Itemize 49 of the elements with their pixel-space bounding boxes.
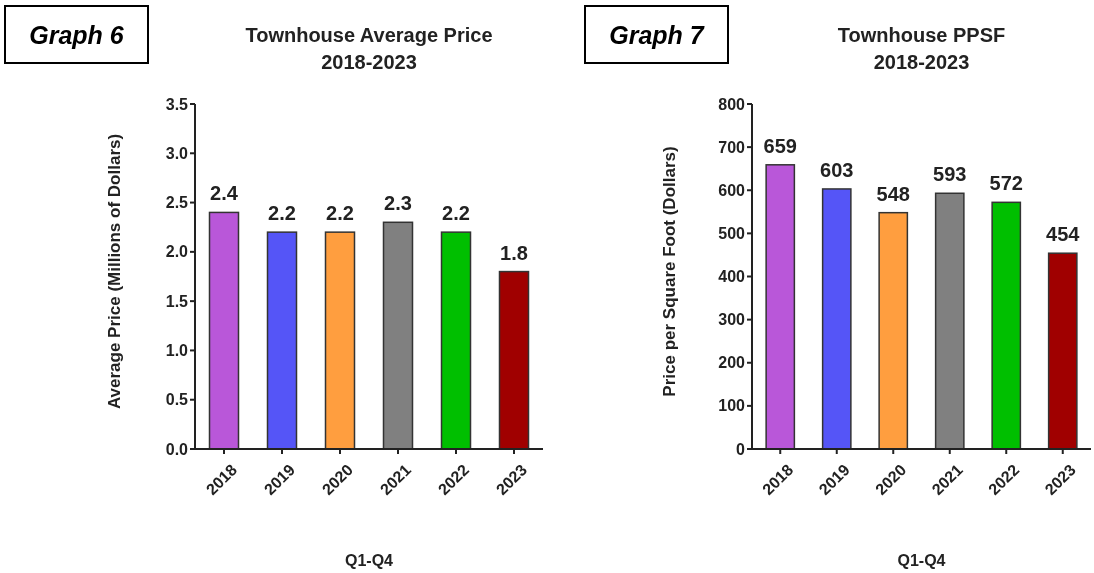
- y-tick-label: 1.0: [165, 342, 189, 360]
- y-tick-label: 800: [718, 95, 746, 113]
- y-tick-label: 0.0: [165, 440, 189, 458]
- data-label: 603: [820, 158, 854, 181]
- bar: [266, 231, 298, 450]
- data-label: 659: [763, 134, 797, 157]
- data-label: 593: [933, 163, 967, 186]
- bar: [878, 211, 909, 450]
- y-tick-label: 600: [718, 181, 746, 199]
- data-label: 548: [876, 182, 910, 205]
- data-label: 2.2: [442, 202, 470, 225]
- y-tick-label: 3.5: [165, 95, 189, 113]
- y-tick-label: 2.0: [165, 243, 189, 261]
- bar: [765, 164, 796, 450]
- y-axis-title: Price per Square Foot (Dollars): [660, 146, 679, 397]
- x-axis-title: Q1-Q4: [344, 552, 394, 569]
- chart-title: Townhouse Average Price 2018-2023: [245, 24, 493, 73]
- bar: [1047, 252, 1078, 450]
- chart-title: Townhouse PPSF 2018-2023: [837, 24, 1006, 73]
- y-tick-label: 200: [718, 354, 746, 372]
- y-axis-title: Average Price (Millions of Dollars): [105, 133, 124, 410]
- y-tick-label: 0.5: [165, 391, 189, 409]
- y-tick-label: 100: [718, 397, 746, 415]
- y-tick-label: 400: [718, 268, 746, 286]
- data-label: 2.2: [268, 202, 296, 225]
- y-tick-label: 0: [736, 440, 746, 458]
- caption: Graph 6: [29, 21, 125, 49]
- x-axis-title: Q1-Q4: [897, 552, 946, 569]
- y-tick-label: 300: [718, 311, 746, 329]
- data-label: 454: [1046, 223, 1081, 246]
- bar: [440, 231, 472, 450]
- y-tick-label: 700: [718, 138, 746, 156]
- bar: [382, 221, 414, 450]
- y-tick-label: 2.5: [165, 194, 189, 212]
- data-label: 2.2: [326, 202, 354, 225]
- data-label: 572: [989, 172, 1023, 195]
- y-tick-label: 500: [718, 224, 746, 242]
- y-tick-label: 3.0: [165, 144, 189, 162]
- data-label: 2.3: [384, 192, 412, 215]
- caption: Graph 7: [609, 21, 705, 49]
- bar: [324, 231, 356, 450]
- bar: [821, 188, 852, 450]
- bar: [498, 270, 530, 450]
- bar: [934, 192, 965, 450]
- data-label: 2.4: [210, 182, 239, 205]
- data-label: 1.8: [500, 241, 528, 264]
- bar: [991, 201, 1022, 450]
- bar: [208, 211, 240, 450]
- y-tick-label: 1.5: [165, 292, 189, 310]
